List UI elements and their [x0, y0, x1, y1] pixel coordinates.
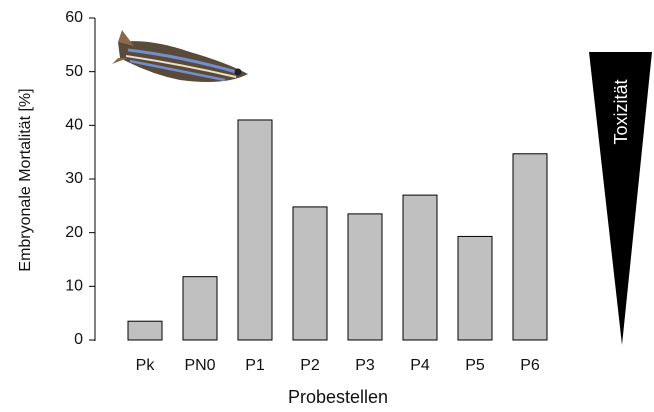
y-tick-label: 30 [65, 170, 83, 187]
x-tick-label: P3 [355, 357, 375, 374]
x-tick-label: Pk [136, 357, 156, 374]
annotation: Toxizität [611, 79, 631, 144]
y-axis-label: Embryonale Mortalität [%] [17, 88, 34, 271]
bar [238, 120, 272, 340]
x-tick-label: P6 [520, 357, 540, 374]
y-tick-label: 0 [74, 331, 83, 348]
y-tick-label: 20 [65, 224, 83, 241]
chart: Toxizität Embryonale Mortalität [%] Prob… [0, 0, 654, 412]
x-tick-label: P4 [410, 357, 430, 374]
y-tick-label: 40 [65, 117, 83, 134]
x-axis-label: Probestellen [288, 387, 388, 407]
x-tick-label: P2 [300, 357, 320, 374]
x-tick-label: PN0 [184, 357, 215, 374]
bar [128, 321, 162, 340]
bar [403, 195, 437, 340]
y-tick-label: 10 [65, 278, 83, 295]
x-tick-label: P5 [465, 357, 485, 374]
bar [293, 207, 327, 340]
fish-illustration [112, 30, 248, 82]
x-tick-label: P1 [245, 357, 265, 374]
page: Toxizität Embryonale Mortalität [%] Prob… [0, 0, 654, 412]
y-tick-label: 60 [65, 9, 83, 26]
y-tick-label: 50 [65, 63, 83, 80]
bar [348, 214, 382, 340]
bar [513, 154, 547, 340]
bar [458, 236, 492, 340]
bar [183, 277, 217, 340]
